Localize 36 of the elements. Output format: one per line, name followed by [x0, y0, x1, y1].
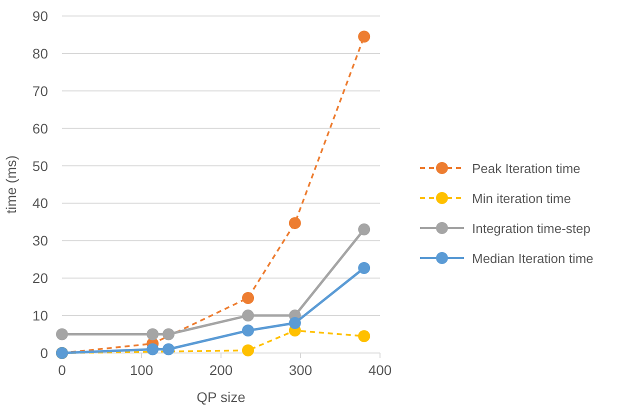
x-tick-label: 0: [58, 362, 66, 378]
x-tick-label: 400: [368, 362, 392, 378]
x-axis-title: QP size: [196, 389, 246, 405]
y-tick-label: 50: [32, 158, 48, 174]
point: [242, 292, 254, 304]
point: [242, 344, 254, 356]
y-tick-label: 70: [32, 82, 48, 99]
y-tick-label: 20: [32, 270, 48, 286]
y-tick-label: 30: [32, 232, 48, 249]
y-tick-label: 60: [32, 120, 48, 136]
legend-label: Peak Iteration time: [472, 161, 580, 176]
point: [56, 328, 68, 340]
point: [288, 317, 301, 330]
point: [146, 328, 159, 340]
point: [358, 223, 370, 236]
legend-label: Median Iteration time: [472, 251, 594, 266]
point: [288, 217, 301, 230]
x-tick-label: 200: [209, 362, 233, 378]
point: [162, 343, 175, 356]
point: [162, 328, 175, 340]
x-tick-label: 100: [130, 362, 154, 378]
y-axis-title: time (ms): [3, 155, 19, 214]
point: [358, 330, 370, 342]
point: [358, 262, 370, 274]
point: [146, 343, 159, 356]
legend-label: Integration time-step: [472, 221, 591, 236]
point: [242, 310, 254, 322]
y-tick-label: 10: [32, 308, 48, 324]
y-tick-label: 0: [40, 345, 48, 361]
y-tick-label: 90: [32, 8, 48, 24]
point: [358, 30, 370, 43]
legend-label: Min iteration time: [472, 191, 571, 206]
x-tick-label: 300: [288, 362, 312, 378]
y-tick-label: 80: [32, 45, 48, 62]
point: [242, 324, 254, 337]
y-tick-label: 40: [32, 195, 48, 212]
